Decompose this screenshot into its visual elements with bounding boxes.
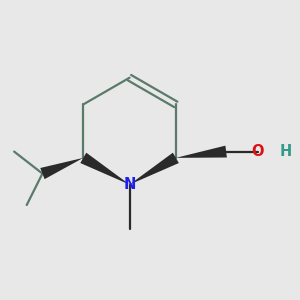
Polygon shape [176, 146, 227, 158]
Polygon shape [80, 153, 130, 184]
Text: O: O [251, 144, 264, 159]
Text: N: N [123, 177, 136, 192]
Text: H: H [280, 144, 292, 159]
Polygon shape [130, 153, 179, 184]
Polygon shape [40, 158, 83, 179]
